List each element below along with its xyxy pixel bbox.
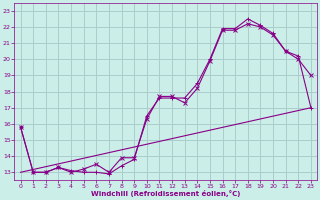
X-axis label: Windchill (Refroidissement éolien,°C): Windchill (Refroidissement éolien,°C) (91, 190, 240, 197)
